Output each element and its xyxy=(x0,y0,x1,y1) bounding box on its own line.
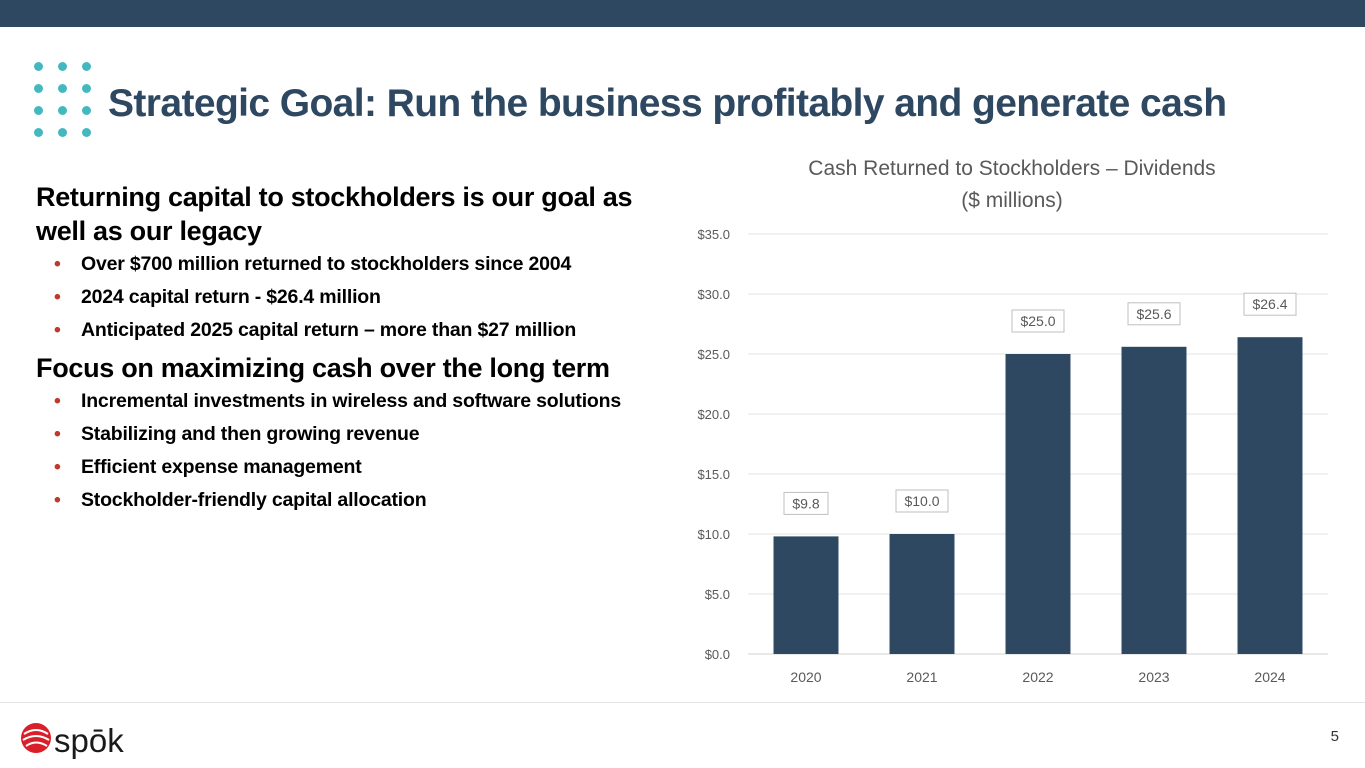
footer-divider xyxy=(0,702,1365,703)
slide-title: Strategic Goal: Run the business profita… xyxy=(108,82,1227,125)
data-label-box xyxy=(1127,302,1181,326)
data-label-box xyxy=(1011,309,1065,333)
y-tick-label: $15.0 xyxy=(697,467,730,482)
y-tick-label: $25.0 xyxy=(697,347,730,362)
dividends-bar-chart: Cash Returned to Stockholders – Dividend… xyxy=(680,150,1350,700)
data-label: $26.4 xyxy=(1252,296,1287,312)
bullet-list: Incremental investments in wireless and … xyxy=(36,389,676,512)
data-label-box xyxy=(783,491,829,515)
content-panel: Returning capital to stockholders is our… xyxy=(36,180,676,521)
bullet-item: 2024 capital return - $26.4 million xyxy=(36,285,676,309)
page-number: 5 xyxy=(1330,728,1339,745)
y-tick-label: $20.0 xyxy=(697,407,730,422)
bar-2021 xyxy=(889,534,955,654)
bullet-item: Anticipated 2025 capital return – more t… xyxy=(36,318,676,342)
bullet-list: Over $700 million returned to stockholde… xyxy=(36,252,676,342)
x-tick-label: 2021 xyxy=(906,669,937,685)
top-banner xyxy=(0,0,1365,27)
chart-title-line-2: ($ millions) xyxy=(961,189,1063,212)
bullet-item: Stabilizing and then growing revenue xyxy=(36,422,676,446)
data-label: $10.0 xyxy=(904,493,939,509)
chart-canvas: Cash Returned to Stockholders – Dividend… xyxy=(697,157,1328,685)
y-tick-label: $10.0 xyxy=(697,527,730,542)
bar-2024 xyxy=(1237,337,1303,654)
data-label: $25.6 xyxy=(1136,306,1171,322)
bullet-item: Over $700 million returned to stockholde… xyxy=(36,252,676,276)
data-label-box xyxy=(895,489,949,513)
x-tick-label: 2024 xyxy=(1254,669,1285,685)
chart-title-line-1: Cash Returned to Stockholders – Dividend… xyxy=(808,157,1215,180)
data-label: $25.0 xyxy=(1020,313,1055,329)
dots-decoration-icon xyxy=(34,62,94,138)
data-label-box xyxy=(1243,292,1297,316)
bullet-item: Stockholder-friendly capital allocation xyxy=(36,488,676,512)
y-tick-label: $0.0 xyxy=(705,647,730,662)
bar-2020 xyxy=(773,536,839,654)
brand-wordmark: spōk xyxy=(54,722,124,759)
bullet-item: Efficient expense management xyxy=(36,455,676,479)
bullet-item: Incremental investments in wireless and … xyxy=(36,389,676,413)
section-heading: Returning capital to stockholders is our… xyxy=(36,182,633,246)
y-tick-label: $30.0 xyxy=(697,287,730,302)
section-heading: Focus on maximizing cash over the long t… xyxy=(36,353,610,383)
y-tick-label: $5.0 xyxy=(705,587,730,602)
spok-logo: spōk xyxy=(18,714,138,760)
bar-2022 xyxy=(1005,354,1071,654)
data-label: $9.8 xyxy=(792,495,819,511)
x-tick-label: 2020 xyxy=(790,669,821,685)
bar-2023 xyxy=(1121,346,1187,654)
x-tick-label: 2022 xyxy=(1022,669,1053,685)
x-tick-label: 2023 xyxy=(1138,669,1169,685)
y-tick-label: $35.0 xyxy=(697,227,730,242)
